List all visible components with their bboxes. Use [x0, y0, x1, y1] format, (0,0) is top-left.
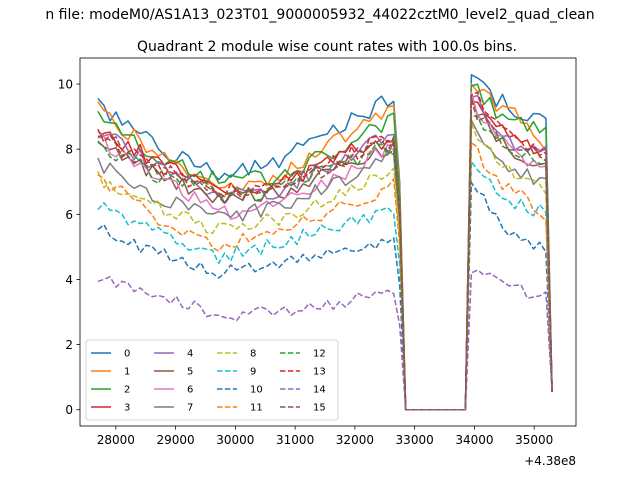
- y-tick-label: 8: [65, 143, 73, 157]
- series-line-15: [97, 99, 553, 411]
- y-tick-label: 4: [65, 273, 73, 287]
- legend-label-15: 15: [313, 403, 326, 414]
- legend-label-8: 8: [250, 349, 256, 360]
- legend-label-6: 6: [187, 385, 193, 396]
- y-tick-label: 6: [65, 208, 73, 222]
- legend-label-2: 2: [124, 385, 130, 396]
- x-tick-label: 35000: [515, 433, 553, 447]
- legend-label-3: 3: [124, 403, 130, 414]
- series-line-6: [97, 91, 553, 411]
- legend-label-7: 7: [187, 403, 193, 414]
- series-line-11: [97, 142, 553, 411]
- legend-label-5: 5: [187, 367, 193, 378]
- x-tick-label: 29000: [157, 433, 195, 447]
- axes: 28000 29000 30000 31000 32000 33000 34000 35000…: [58, 57, 577, 447]
- series-line-10: [97, 181, 553, 411]
- chart-title: Quadrant 2 module wise count rates with …: [137, 39, 517, 55]
- x-offset-label: +4.38e8: [524, 454, 576, 468]
- y-tick-label: 0: [65, 403, 73, 417]
- series-line-14: [97, 269, 553, 411]
- x-tick-label: 31000: [276, 433, 314, 447]
- legend-label-13: 13: [313, 367, 326, 378]
- series-line-0: [97, 74, 553, 411]
- legend-label-12: 12: [313, 349, 326, 360]
- legend-label-11: 11: [250, 403, 263, 414]
- series-line-5: [97, 95, 553, 411]
- x-tick-label: 30000: [216, 433, 254, 447]
- legend-label-9: 9: [250, 367, 256, 378]
- series-line-9: [97, 160, 553, 411]
- legend-label-0: 0: [124, 349, 130, 360]
- y-tick-label: 10: [58, 78, 73, 92]
- legend-label-4: 4: [187, 349, 193, 360]
- series-line-1: [97, 83, 553, 411]
- y-tick-label: 2: [65, 338, 73, 352]
- legend-label-14: 14: [313, 385, 326, 396]
- x-tick-label: 32000: [336, 433, 374, 447]
- series-line-4: [97, 94, 553, 411]
- legend-label-10: 10: [250, 385, 263, 396]
- x-tick-label: 28000: [97, 433, 135, 447]
- series-line-12: [97, 114, 553, 411]
- legend-box: [85, 339, 339, 421]
- legend-label-1: 1: [124, 367, 130, 378]
- axes-frame: [79, 57, 577, 427]
- series-line-8: [97, 122, 553, 411]
- plot-area: [97, 74, 553, 411]
- x-tick-label: 34000: [455, 433, 493, 447]
- x-tick-label: 33000: [396, 433, 434, 447]
- figure-suptitle: n file: modeM0/AS1A13_023T01_9000005932_…: [45, 7, 594, 23]
